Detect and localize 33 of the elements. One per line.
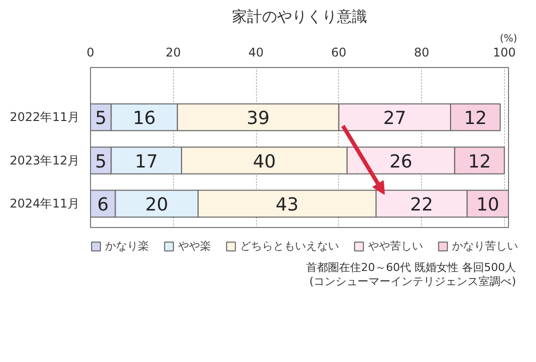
data-label: 43	[276, 194, 299, 216]
legend-label: かなり苦しい	[452, 238, 518, 254]
y-tick-label: 2023年12月	[10, 153, 80, 168]
data-label: 10	[476, 194, 500, 216]
chart-title: 家計のやりくり意識	[232, 8, 367, 26]
data-label: 6	[97, 194, 109, 216]
data-label: 40	[252, 151, 276, 172]
data-label: 5	[95, 108, 107, 130]
x-tick-label: 20	[166, 46, 181, 60]
data-label: 5	[95, 151, 107, 172]
data-label: 22	[410, 194, 434, 216]
y-tick-label: 2024年11月	[10, 196, 80, 211]
data-label: 17	[134, 151, 158, 172]
x-tick-label: 80	[414, 46, 430, 60]
text: (コンシューマーインテリジェンス室調べ)	[309, 275, 516, 289]
data-label: 20	[145, 194, 168, 216]
data-label: 26	[389, 151, 412, 172]
legend-label: やや苦しい	[368, 238, 423, 254]
data-label: 27	[383, 108, 406, 130]
x-axis-title: (%)	[500, 34, 518, 44]
legend-label: かなり楽	[105, 238, 149, 254]
x-tick-label: 100	[492, 46, 516, 60]
x-tick-label: 0	[86, 46, 94, 60]
legend-label: やや楽	[178, 238, 211, 254]
y-tick-label: 2022年11月	[10, 110, 80, 124]
data-label: 12	[464, 108, 487, 130]
x-tick-label: 40	[248, 46, 264, 60]
data-label: 39	[246, 108, 270, 130]
x-tick-label: 60	[331, 46, 346, 60]
data-label: 12	[468, 151, 491, 172]
text: 首都圏在住20～60代 既婚女性 各回500人	[306, 261, 516, 275]
data-label: 16	[132, 108, 156, 130]
legend-label: どちらともいえない	[240, 238, 339, 254]
